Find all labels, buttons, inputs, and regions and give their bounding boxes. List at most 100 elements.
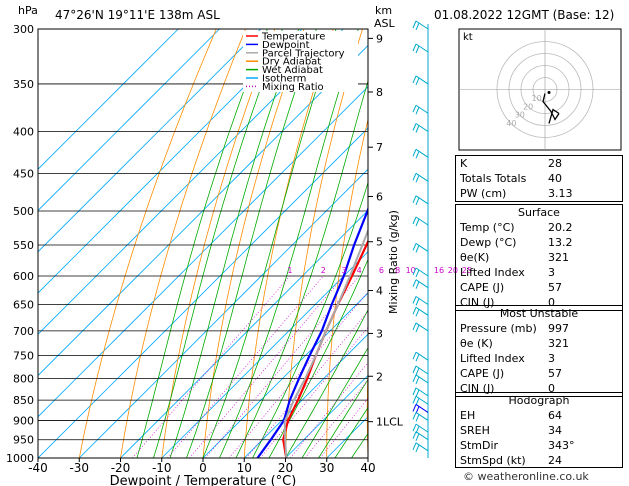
- mixing-ratio-label: 3: [341, 266, 346, 275]
- pressure-tick-label: 750: [13, 349, 34, 362]
- stat-value: 3: [548, 352, 555, 365]
- wind-barb: [412, 123, 429, 133]
- wind-barb-staff: [415, 322, 429, 332]
- wind-barb-staff: [415, 43, 429, 53]
- wind-barb-feather: [412, 307, 417, 315]
- stat-label: θe(K): [460, 251, 490, 264]
- stat-label: Dewp (°C): [460, 236, 517, 249]
- legend-label: Wet Adiabat: [262, 65, 323, 76]
- credit-text: © weatheronline.co.uk: [463, 470, 589, 483]
- mixing-ratio-label: 8: [395, 266, 400, 275]
- stat-label: K: [460, 157, 468, 170]
- stat-label: Lifted Index: [460, 352, 525, 365]
- stat-label: CAPE (J): [460, 281, 505, 294]
- wind-barb-feather: [412, 396, 417, 404]
- hodograph-ring-label: 40: [506, 119, 516, 128]
- stat-label: PW (cm): [460, 187, 507, 200]
- wind-barb: [412, 75, 429, 86]
- wind-barb-staff: [415, 296, 429, 305]
- stat-value: 321: [548, 337, 569, 350]
- pressure-tick-label: 1000: [6, 452, 34, 465]
- table-row: θe(K) 321: [456, 250, 622, 265]
- pressure-tick-label: 450: [13, 167, 34, 180]
- stat-value: 3.13: [548, 187, 573, 200]
- temp-tick-label: 0: [199, 461, 207, 475]
- mixing-ratio-label: 1: [287, 266, 292, 275]
- temp-tick-label: -40: [28, 461, 48, 475]
- wet-adiabat-line: [301, 347, 368, 458]
- legend-box: [243, 31, 358, 92]
- wind-barb-staff: [415, 172, 429, 182]
- hodograph-trace: [548, 108, 560, 124]
- wind-barb: [412, 20, 429, 31]
- stat-value: 997: [548, 322, 569, 335]
- wind-barb-staff: [415, 395, 429, 405]
- dry-adiabat-line: [78, 29, 217, 458]
- table-row: CIN (J) 0: [456, 381, 622, 396]
- table-row: SREH 34: [456, 423, 622, 438]
- wind-barb-feather: [415, 354, 420, 362]
- pressure-tick-label: 350: [13, 78, 34, 91]
- wind-barb-feather: [415, 324, 420, 333]
- table-row: θe (K) 321: [456, 336, 622, 351]
- wind-barb-feather: [415, 125, 420, 133]
- wind-barb-staff: [415, 267, 429, 277]
- wind-barb-feather: [412, 404, 417, 412]
- wind-barb-staff: [415, 279, 429, 289]
- wet-adiabat-line: [334, 406, 368, 458]
- mixing-ratio-line: [189, 275, 345, 458]
- stat-label: EH: [460, 409, 476, 422]
- wind-barb-feather: [412, 105, 417, 113]
- datetime-title: 01.08.2022 12GMT (Base: 12): [434, 8, 615, 22]
- wind-barb-feather: [415, 281, 420, 289]
- isotherm-line: [78, 168, 368, 458]
- mixing-ratio-label: 20: [448, 266, 458, 275]
- stats-top-table: K 28 Totals Totals 40 PW (cm) 3.13: [455, 155, 623, 202]
- mixing-ratio-label: 25: [462, 266, 472, 275]
- wind-barb-staff: [415, 20, 429, 30]
- temp-tick-label: 30: [319, 461, 334, 475]
- pressure-tick-label: 550: [13, 239, 34, 252]
- stat-value: 0: [548, 382, 555, 395]
- wind-barb-feather: [415, 414, 420, 422]
- wind-barb-staff: [415, 412, 429, 421]
- km-tick-label: 9: [376, 32, 383, 45]
- isotherm-line: [161, 251, 368, 458]
- wind-barb: [412, 43, 429, 54]
- stat-value: 34: [548, 424, 562, 437]
- isotherm-line: [38, 29, 262, 253]
- table-row: CAPE (J) 57: [456, 280, 622, 295]
- wind-barb-feather: [412, 442, 417, 450]
- km-tick-label: 2: [376, 370, 383, 383]
- km-tick-label: 7: [376, 141, 383, 154]
- wet-adiabat-line: [153, 29, 283, 458]
- stat-label: Pressure (mb): [460, 322, 537, 335]
- x-axis-title: Dewpoint / Temperature (°C): [110, 474, 297, 486]
- wind-barb-feather: [415, 309, 420, 317]
- stat-label: θe (K): [460, 337, 493, 350]
- wind-barb-feather: [415, 389, 420, 398]
- isotherm-line: [285, 374, 368, 458]
- table-row: EH 64: [456, 408, 622, 423]
- wind-barb-staff: [415, 195, 429, 205]
- wind-barb-feather: [412, 195, 417, 204]
- hodograph-ring-label: 30: [515, 111, 525, 120]
- temp-tick-label: -20: [111, 461, 131, 475]
- table-row: StmDir 343°: [456, 438, 622, 453]
- surface-table: Surface Temp (°C) 20.2 Dewp (°C) 13.2 θe(K) 32…: [455, 204, 623, 311]
- hodograph-trace: [542, 93, 560, 121]
- stat-value: 24: [548, 454, 562, 467]
- table-row: K 28: [456, 156, 622, 171]
- wind-barb-feather: [412, 173, 417, 181]
- legend-label: Isotherm: [262, 74, 306, 85]
- wind-barb-feather: [412, 267, 417, 276]
- stat-label: StmSpd (kt): [460, 454, 526, 467]
- mixing-ratio-line: [246, 310, 368, 458]
- isotherm-line: [38, 29, 179, 170]
- wind-barb: [412, 431, 429, 441]
- table-section-title: Hodograph: [508, 394, 570, 407]
- wind-barb-feather: [412, 412, 417, 420]
- mixing-ratio-label: 4: [357, 266, 362, 275]
- stat-value: 40: [548, 172, 562, 185]
- wind-barb-staff: [415, 365, 429, 375]
